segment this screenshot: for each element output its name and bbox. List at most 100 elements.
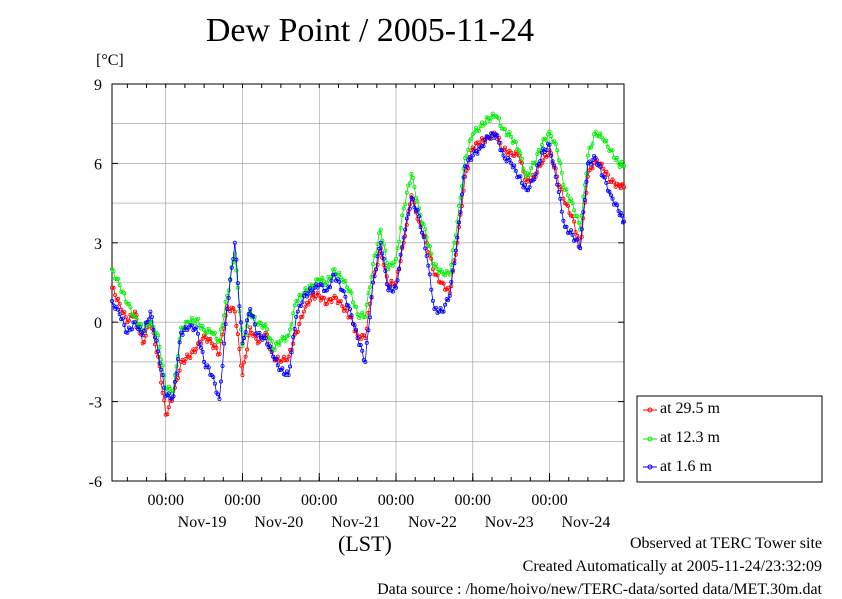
data-point (423, 227, 428, 232)
data-point (291, 334, 296, 339)
data-point (237, 346, 242, 351)
data-point (206, 365, 211, 370)
data-point (553, 166, 558, 171)
data-point (527, 172, 532, 177)
data-point (418, 225, 423, 230)
data-point (347, 306, 352, 311)
data-point (544, 138, 549, 143)
data-point (192, 321, 197, 326)
data-point (372, 274, 377, 279)
chart-title: Dew Point / 2005-11-24 (205, 12, 535, 49)
data-point (395, 278, 400, 283)
data-point (409, 193, 414, 198)
data-point (476, 128, 481, 133)
data-point (533, 160, 538, 165)
data-point (311, 290, 316, 295)
data-point (172, 385, 177, 390)
data-point (443, 302, 448, 307)
data-point (555, 182, 560, 187)
legend-box (636, 395, 823, 483)
data-point (538, 159, 543, 164)
footer-created: Created Automatically at 2005-11-24/23:3… (522, 558, 822, 575)
data-point (195, 316, 200, 321)
data-point (549, 134, 554, 139)
data-point (208, 336, 213, 341)
data-point (487, 136, 492, 141)
data-point (137, 325, 142, 330)
data-point (584, 179, 589, 184)
data-point (400, 213, 405, 218)
data-point (449, 262, 454, 267)
data-point (200, 349, 205, 354)
data-point (416, 214, 421, 219)
data-point (206, 337, 211, 342)
data-point (129, 327, 134, 332)
data-point (149, 314, 154, 319)
data-point (566, 193, 571, 198)
data-point (286, 333, 291, 338)
data-point (364, 302, 369, 307)
data-point (128, 305, 133, 310)
data-point (456, 220, 461, 225)
data-point (327, 285, 332, 290)
data-point (544, 148, 549, 153)
data-point (550, 159, 555, 164)
data-point (235, 281, 240, 286)
data-point (114, 304, 119, 309)
data-point (516, 148, 521, 153)
data-point (354, 327, 359, 332)
data-point (440, 309, 445, 314)
data-point (523, 183, 528, 188)
data-point (452, 261, 457, 266)
data-point (132, 320, 137, 325)
data-point (122, 291, 127, 296)
data-point (268, 344, 273, 349)
data-point (549, 153, 554, 158)
data-point (452, 240, 457, 245)
data-point (206, 326, 211, 331)
data-point (116, 296, 121, 301)
data-point (208, 372, 213, 377)
data-point (375, 254, 380, 259)
data-point (360, 310, 365, 315)
data-point (426, 263, 431, 268)
data-point (352, 323, 357, 328)
data-point (553, 141, 558, 146)
data-point (438, 305, 443, 310)
data-point (360, 333, 365, 338)
data-point (159, 367, 164, 372)
data-point (575, 214, 580, 219)
data-point (446, 298, 451, 303)
data-point (415, 199, 420, 204)
data-point (349, 290, 354, 295)
data-point (123, 315, 128, 320)
data-point (202, 328, 207, 333)
data-point (589, 162, 594, 167)
data-point (478, 140, 483, 145)
data-point (566, 230, 571, 235)
data-point (223, 299, 228, 304)
data-point (251, 314, 256, 319)
data-point (469, 136, 474, 141)
data-point (456, 203, 461, 208)
data-point (159, 380, 164, 385)
data-point (300, 314, 305, 319)
grid-lines (112, 83, 624, 482)
data-point (466, 147, 471, 152)
data-point (320, 295, 325, 300)
data-point (455, 235, 460, 240)
data-point (241, 336, 246, 341)
data-point (561, 218, 566, 223)
data-point (234, 323, 239, 328)
x-tick-date: Nov-19 (178, 514, 227, 531)
data-point (381, 242, 386, 247)
data-point (502, 127, 507, 132)
data-point (430, 298, 435, 303)
data-point (553, 174, 558, 179)
data-point (324, 301, 329, 306)
data-point (366, 328, 371, 333)
data-point (188, 355, 193, 360)
data-point (512, 163, 517, 168)
data-point (241, 360, 246, 365)
data-point (280, 366, 285, 371)
